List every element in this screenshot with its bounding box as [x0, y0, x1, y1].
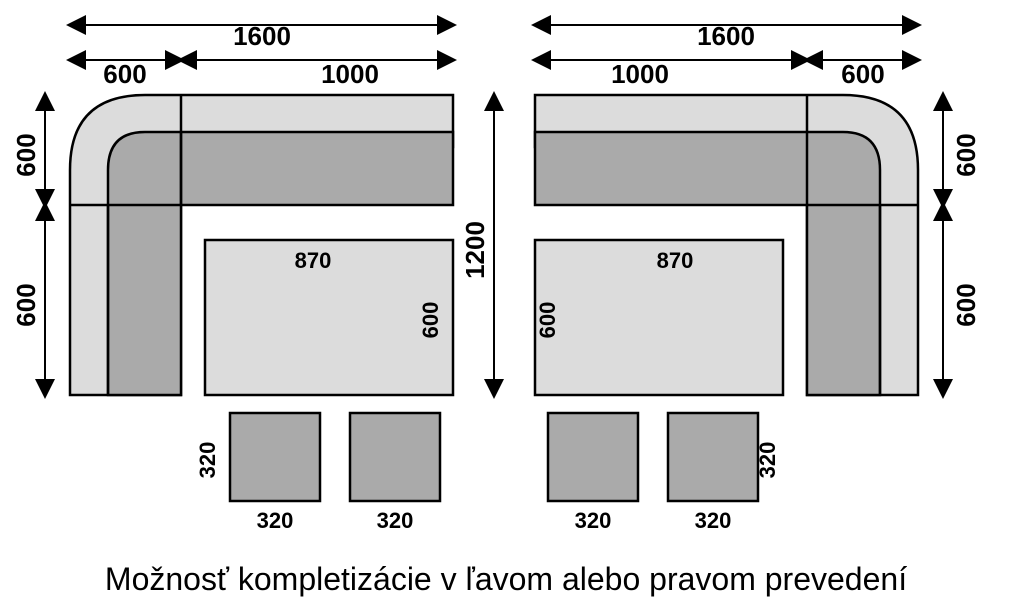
- dim-table-w-r: 870: [657, 248, 694, 273]
- dim-stool-h-l: 320: [195, 442, 220, 479]
- dim-table-w-l: 870: [295, 248, 332, 273]
- left-config: 1600 600 1000 600 600 870 600 320 320 32…: [11, 21, 453, 533]
- dim-corner-l: 600: [103, 59, 146, 89]
- dim-stool2-w-l: 320: [377, 508, 414, 533]
- right-config: 1600 600 1000 600 600 870 600 320 320 32…: [535, 21, 981, 533]
- dim-side-lower-l: 600: [11, 283, 41, 326]
- stool-right-2: [668, 413, 758, 501]
- caption: Možnosť kompletizácie v ľavom alebo prav…: [105, 561, 907, 597]
- dim-straight-l: 1000: [321, 59, 379, 89]
- dim-outer-width-l: 1600: [233, 21, 291, 51]
- dim-side-upper-r: 600: [951, 133, 981, 176]
- stool-left-1: [230, 413, 320, 501]
- dim-corner-r: 600: [841, 59, 884, 89]
- dim-table-h-r: 600: [535, 302, 560, 339]
- dim-height: 1200: [460, 221, 490, 279]
- stool-left-2: [350, 413, 440, 501]
- furniture-diagram: 1600 600 1000 600 600 870 600 320 320 32…: [0, 0, 1013, 608]
- dim-stool2-w-r: 320: [695, 508, 732, 533]
- dim-side-lower-r: 600: [951, 283, 981, 326]
- dim-straight-r: 1000: [611, 59, 669, 89]
- dim-side-upper-l: 600: [11, 133, 41, 176]
- stool-right-1: [548, 413, 638, 501]
- dim-stool-h-r: 320: [755, 442, 780, 479]
- dim-stool1-w-r: 320: [575, 508, 612, 533]
- dim-outer-width-r: 1600: [697, 21, 755, 51]
- dim-table-h-l: 600: [418, 302, 443, 339]
- dim-stool1-w-l: 320: [257, 508, 294, 533]
